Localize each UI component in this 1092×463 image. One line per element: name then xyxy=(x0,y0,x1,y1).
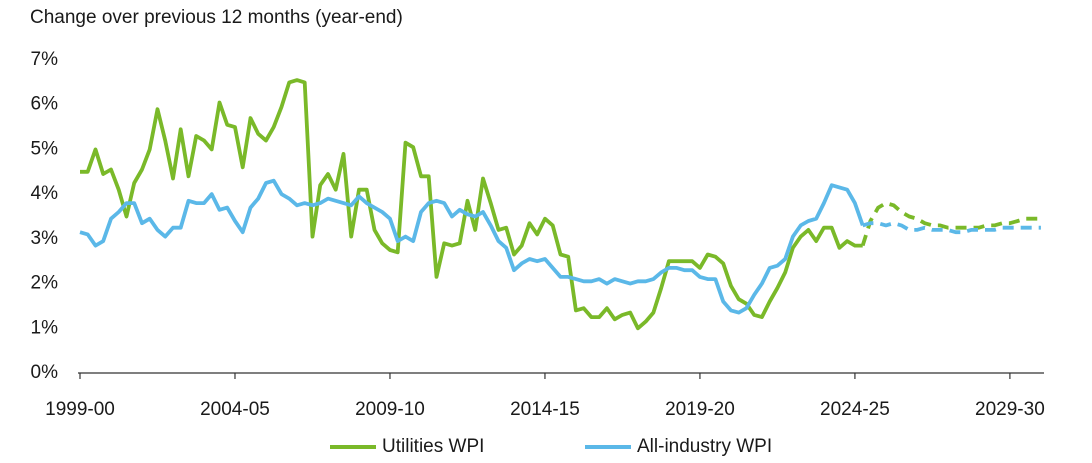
legend-label: Utilities WPI xyxy=(382,436,484,457)
y-tick-label: 7% xyxy=(31,49,59,70)
y-tick-label: 6% xyxy=(31,94,59,115)
y-tick-label: 2% xyxy=(31,273,59,294)
x-tick-label: 2024-25 xyxy=(820,399,890,420)
x-tick-label: 2029-30 xyxy=(975,399,1045,420)
y-tick-label: 0% xyxy=(31,362,59,383)
y-tick-label: 4% xyxy=(31,183,59,204)
x-tick-label: 2014-15 xyxy=(510,399,580,420)
y-tick-label: 5% xyxy=(31,138,59,159)
y-tick-label: 3% xyxy=(31,228,59,249)
x-tick-label: 2004-05 xyxy=(200,399,270,420)
x-tick-label: 2009-10 xyxy=(355,399,425,420)
y-tick-label: 1% xyxy=(31,317,59,338)
projection-line xyxy=(860,201,1041,247)
projection-line xyxy=(862,221,1041,235)
x-tick-label: 1999-00 xyxy=(45,399,115,420)
x-tick-label: 2019-20 xyxy=(665,399,735,420)
legend-label: All-industry WPI xyxy=(637,436,772,457)
axis-title: Change over previous 12 months (year-end… xyxy=(30,7,403,28)
series-line xyxy=(79,178,865,315)
